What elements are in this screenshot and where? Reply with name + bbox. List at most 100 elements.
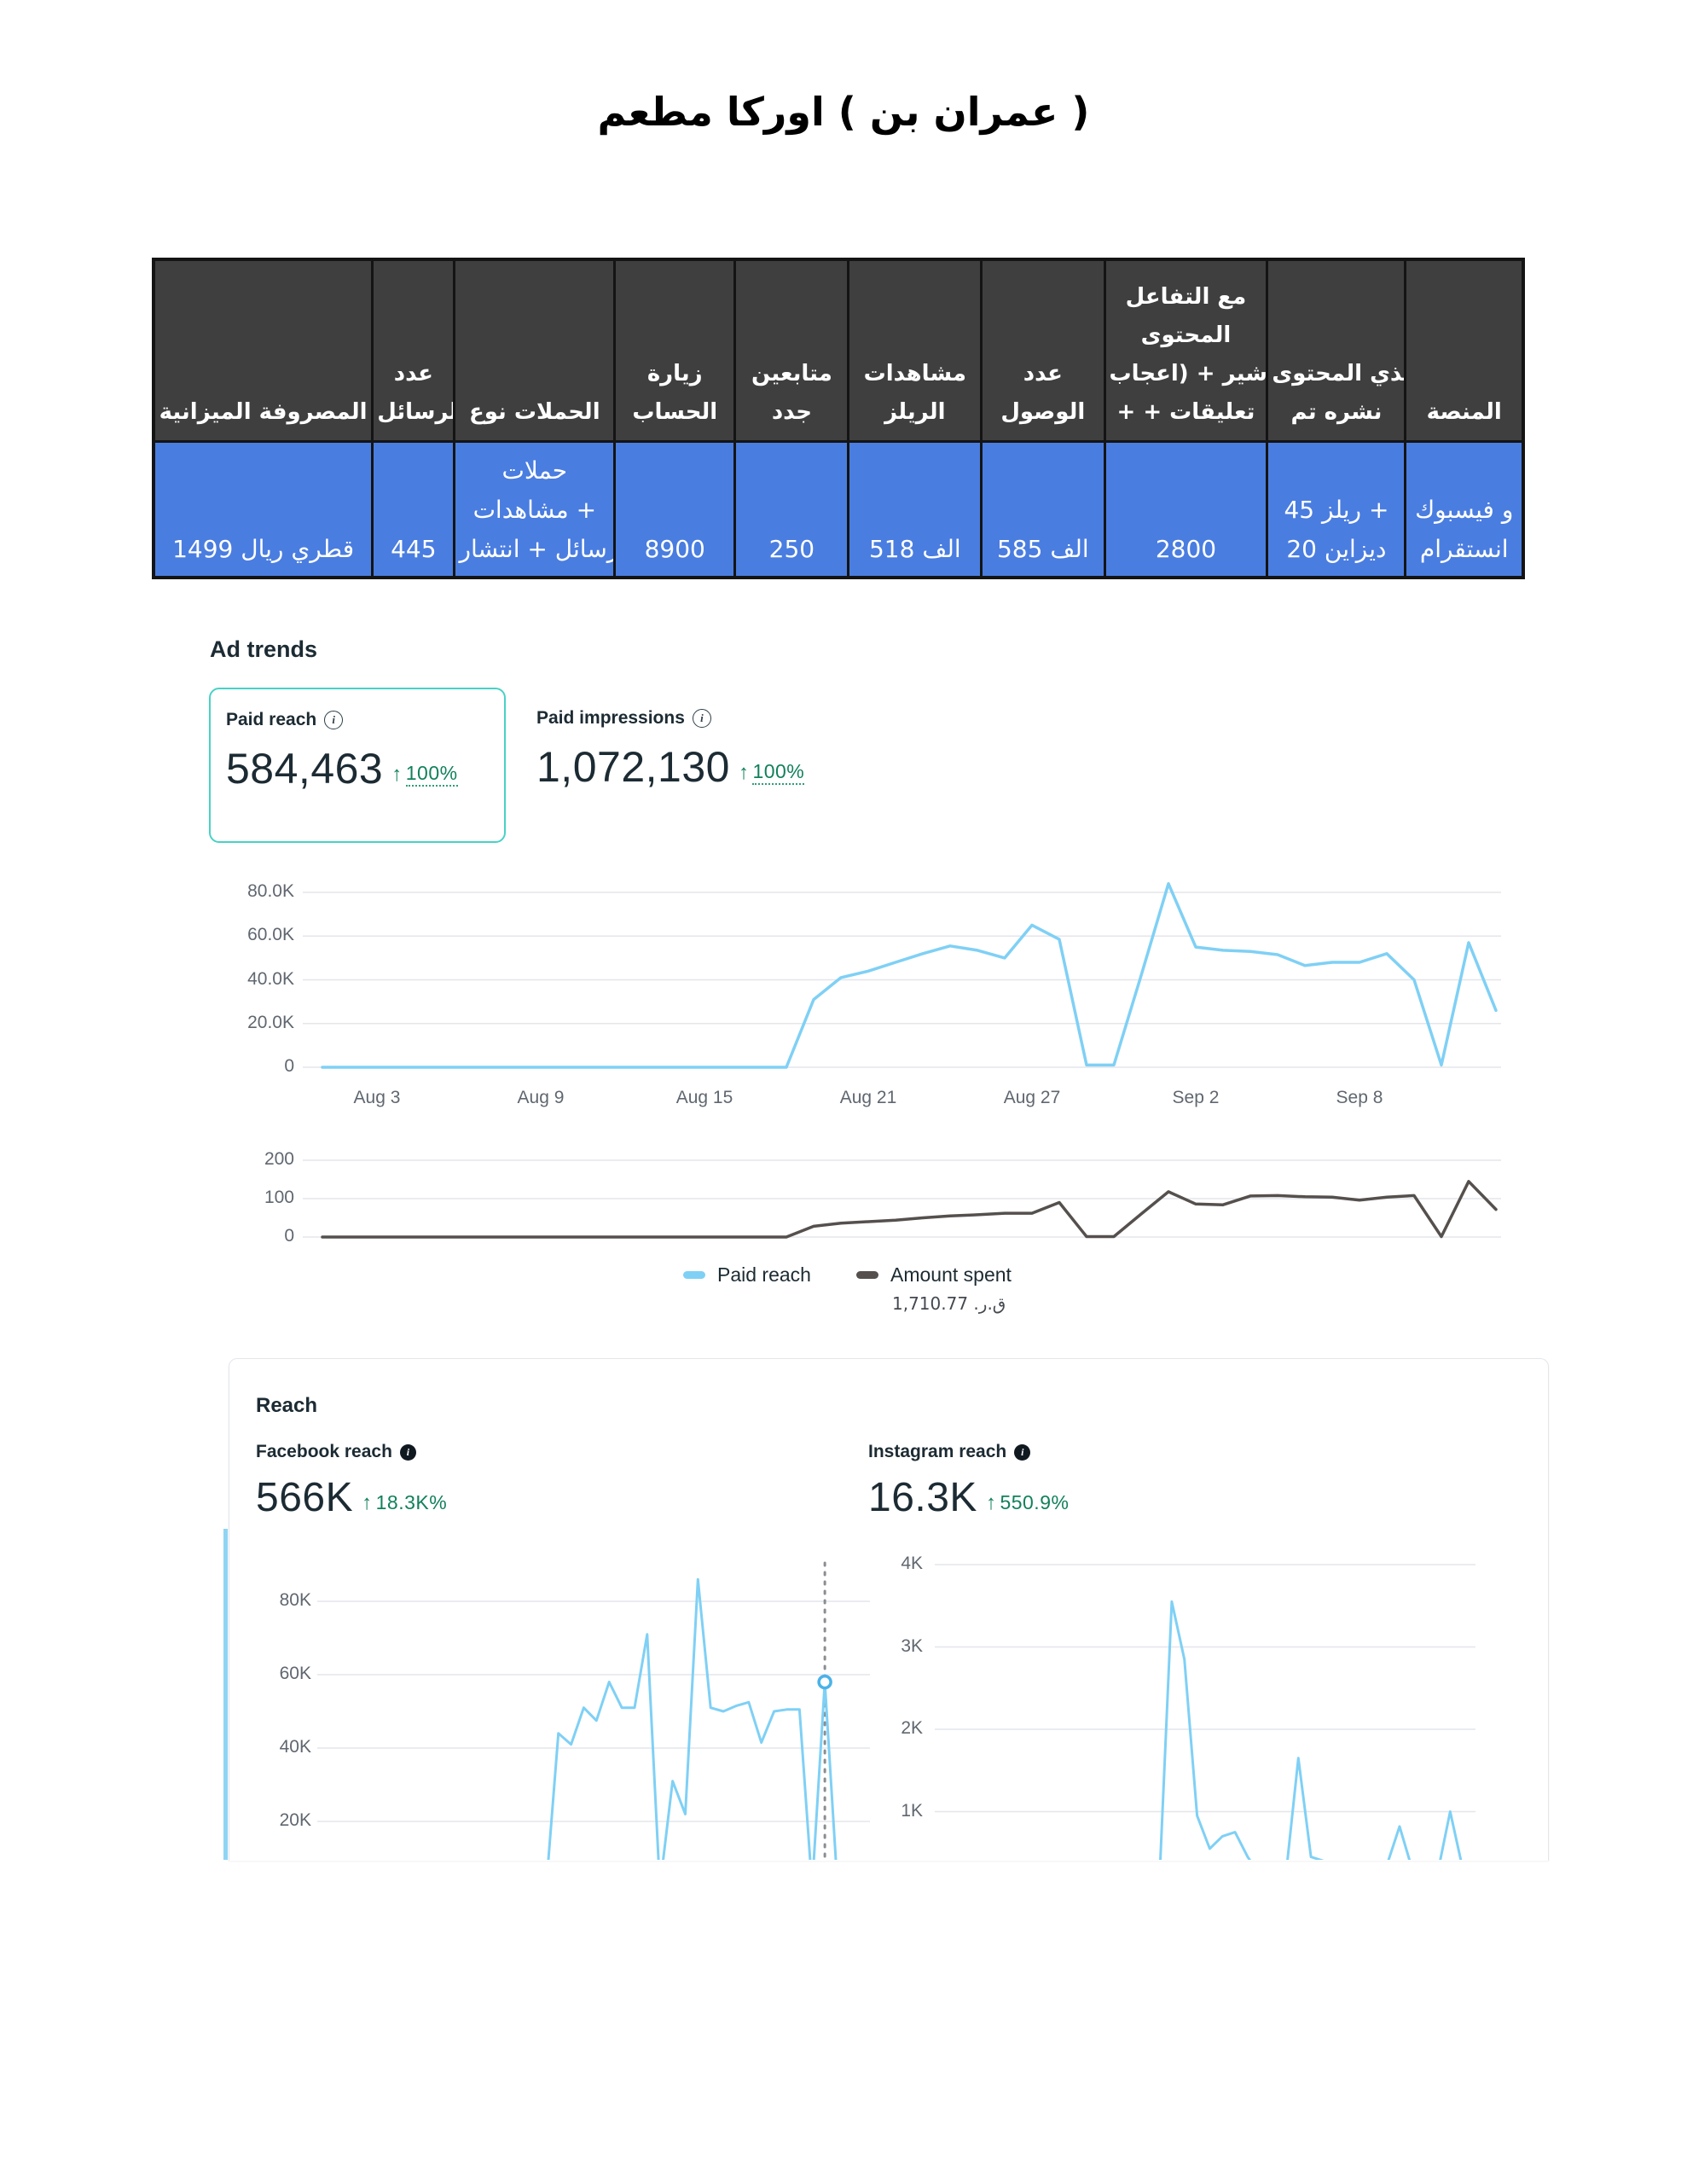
text-token: قطري xyxy=(291,535,355,563)
text-token: 585 xyxy=(996,535,1043,563)
up-arrow-icon: ↑ xyxy=(985,1490,997,1514)
text-token: 45 xyxy=(1284,496,1315,524)
cell-line: حملات xyxy=(459,451,610,491)
text-token: ريلز xyxy=(1322,496,1362,524)
legend-amount-spent[interactable]: Amount spent xyxy=(856,1263,1012,1287)
up-arrow-icon: ↑ xyxy=(391,762,403,786)
cell-content-engagement: 2800 xyxy=(1103,440,1269,579)
instagram_reach-canvas xyxy=(935,1564,1475,1860)
paid_reach_trend-canvas xyxy=(303,882,1501,1069)
cell-campaign-types: حملات مشاهدات + انتشار + رسائل xyxy=(453,440,617,579)
cell-line: 518 الف xyxy=(853,530,977,569)
text-token: ( xyxy=(838,89,856,135)
cell-line: المحتوى xyxy=(1110,317,1263,355)
cell-new-followers: 250 xyxy=(733,440,850,579)
cell-line: الحساب xyxy=(619,393,730,432)
y-axis-tick: 80.0K xyxy=(247,881,294,901)
text-token: متابعين xyxy=(751,361,832,386)
cell-line: 445 xyxy=(377,530,449,569)
text-token: (اعجاب xyxy=(1109,361,1189,386)
series-facebook-reach xyxy=(547,1577,838,1860)
amount-spent-total: 1,710.77 ق.ر. xyxy=(892,1293,1006,1314)
cell-line: الميزانية المصروفة xyxy=(159,393,368,432)
cell-line: متابعين xyxy=(739,355,844,393)
text-token: انستقرام xyxy=(1419,535,1509,563)
text-token: الريلز xyxy=(884,399,946,425)
cell-line: 1499 ريال قطري xyxy=(159,530,368,569)
text-token: 445 xyxy=(391,535,437,563)
paid-reach-card[interactable]: Paid reach i 584,463 ↑ 100% xyxy=(209,688,506,843)
cell-line: فيسبوك و xyxy=(1410,491,1518,530)
facebook-reach-chart[interactable]: 20K 40K 60K 80K xyxy=(256,1553,870,1860)
instagram-reach-chart[interactable]: 1K 2K 3K 4K xyxy=(853,1553,1475,1860)
text-token: جدد xyxy=(771,399,812,425)
info-icon[interactable]: i xyxy=(399,1443,416,1461)
y-axis-tick: 2K xyxy=(901,1718,923,1738)
series-amount-spent xyxy=(321,1180,1498,1239)
column-header-published-content: المحتوى الذيتم نشره xyxy=(1266,258,1407,443)
text-token: 8900 xyxy=(644,535,705,563)
cell-line: الرسائل xyxy=(377,393,452,432)
x-axis-tick: Aug 3 xyxy=(353,1088,401,1107)
paid-reach-chart[interactable]: 0 20.0K 40.0K 60.0K 80.0K Aug 3 Aug 9 Aug 15 Aug… xyxy=(221,870,1501,1126)
info-icon[interactable]: i xyxy=(1014,1443,1031,1461)
amount-spent-chart[interactable]: 0 100 200 xyxy=(221,1143,1501,1246)
y-axis-tick: 40K xyxy=(279,1737,311,1757)
x-axis-tick: Sep 8 xyxy=(1336,1088,1383,1107)
info-icon[interactable]: i xyxy=(692,709,711,728)
text-token: 518 xyxy=(868,535,915,563)
document-title: مطعم اوركا ( بن عمران ) xyxy=(0,89,1687,135)
paid-reach-delta[interactable]: ↑ 100% xyxy=(391,762,458,787)
reach-card xyxy=(229,1358,1549,1861)
cell-line: انتشار + رسائل xyxy=(459,530,612,569)
text-token: 250 xyxy=(768,535,815,563)
text-token: الحساب xyxy=(632,399,718,425)
text-token: الرسائل xyxy=(377,399,452,425)
text-token: + xyxy=(576,496,597,524)
ad-trends-heading: Ad trends xyxy=(210,636,318,662)
text-token: بن xyxy=(869,89,920,135)
cell-reels-views: 518 الف xyxy=(847,440,983,579)
text-token: الوصول xyxy=(1000,399,1086,425)
column-header-budget-spent: الميزانية المصروفة xyxy=(152,258,374,443)
cell-line: الريلز xyxy=(853,393,977,432)
table-row: 1499 ريال قطري 445 حملات مشاهدات + انتشار + … xyxy=(152,440,1525,579)
paid-reach-label: Paid reach xyxy=(226,710,317,729)
text-token: و xyxy=(1501,496,1514,524)
cell-line: المنصة xyxy=(1410,393,1518,432)
text-token: ) xyxy=(1071,89,1090,135)
cell-published-content: 45 ريلز +20 ديزاين xyxy=(1266,440,1407,579)
text-token: المصروفة xyxy=(258,399,368,425)
paid-impressions-value: 1,072,130 xyxy=(536,743,730,791)
cell-line: تم نشره xyxy=(1272,393,1400,432)
y-axis-tick: 3K xyxy=(901,1635,923,1656)
info-icon[interactable]: i xyxy=(324,711,344,729)
up-arrow-icon: ↑ xyxy=(738,760,750,784)
instagram-reach-delta: ↑ 550.9% xyxy=(985,1490,1070,1514)
text-token: زيارة xyxy=(646,361,703,386)
column-header-account-visits: زيارة الحساب xyxy=(613,258,737,443)
series-paid-reach xyxy=(321,882,1498,1069)
decorative-blue-strip xyxy=(223,1529,228,1860)
text-token: عدد xyxy=(393,361,433,386)
text-token: المنصة xyxy=(1426,399,1502,425)
text-token: ديزاين xyxy=(1324,535,1387,563)
y-axis-tick: 200 xyxy=(264,1149,294,1169)
x-axis-tick: Sep 2 xyxy=(1172,1088,1220,1107)
paid-impressions-delta[interactable]: ↑ 100% xyxy=(738,760,805,785)
y-axis-tick: 100 xyxy=(264,1188,294,1207)
cell-line: 8900 xyxy=(619,530,730,569)
text-token: المحتوى xyxy=(1272,361,1363,386)
cell-line: 45 ريلز + xyxy=(1272,491,1400,530)
x-axis-tick: Aug 21 xyxy=(839,1088,897,1107)
cell-line: مشاهدات xyxy=(853,355,977,393)
x-axis-tick: Aug 27 xyxy=(1003,1088,1061,1107)
column-header-messages-count: عدد الرسائل xyxy=(371,258,456,443)
amount_spent_trend-canvas xyxy=(303,1159,1501,1239)
legend-paid-reach[interactable]: Paid reach xyxy=(683,1263,811,1287)
cell-line: جدد xyxy=(739,393,844,432)
text-token: التفاعل xyxy=(1125,284,1210,310)
text-token: اوركا xyxy=(726,89,825,135)
text-token: عمران xyxy=(933,89,1058,135)
data-point-marker[interactable] xyxy=(817,1674,832,1690)
